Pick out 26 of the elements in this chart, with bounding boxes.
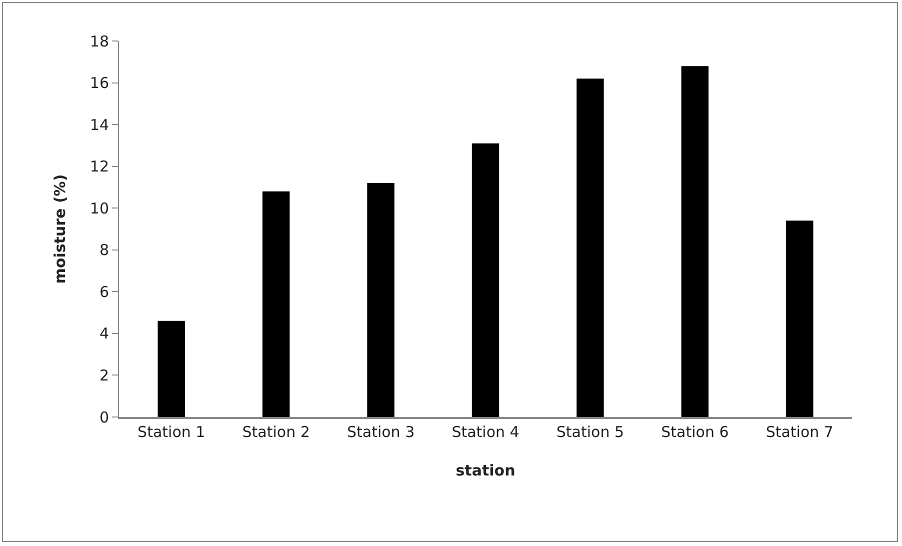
- x-tick-label: Station 7: [766, 423, 834, 441]
- y-tick-label: 14: [90, 116, 109, 134]
- bar: [786, 220, 814, 417]
- x-tick-label: Station 6: [661, 423, 729, 441]
- x-tick-label: Station 3: [346, 423, 415, 441]
- y-tick-label: 16: [90, 74, 109, 92]
- y-tick-label: 4: [99, 324, 109, 343]
- bar: [367, 183, 394, 417]
- bar: [681, 66, 709, 417]
- x-tick-label: Station 2: [242, 423, 310, 441]
- x-tick-label: Station 1: [138, 423, 206, 441]
- x-tick-label: Station 5: [556, 423, 624, 441]
- bar: [472, 143, 500, 417]
- y-tick-label: 8: [99, 241, 109, 260]
- y-tick-label: 10: [90, 199, 109, 218]
- y-tick-label: 6: [99, 282, 109, 301]
- y-tick-label: 12: [90, 158, 109, 176]
- x-tick-label: Station 4: [452, 423, 520, 441]
- y-tick-label: 0: [99, 408, 109, 426]
- bar: [262, 191, 290, 417]
- x-axis-title: station: [456, 462, 516, 480]
- y-axis-title: moisture (%): [51, 174, 70, 284]
- bar: [158, 320, 185, 417]
- y-tick-label: 18: [90, 32, 109, 50]
- y-tick-label: 2: [99, 366, 109, 384]
- bar: [576, 78, 604, 417]
